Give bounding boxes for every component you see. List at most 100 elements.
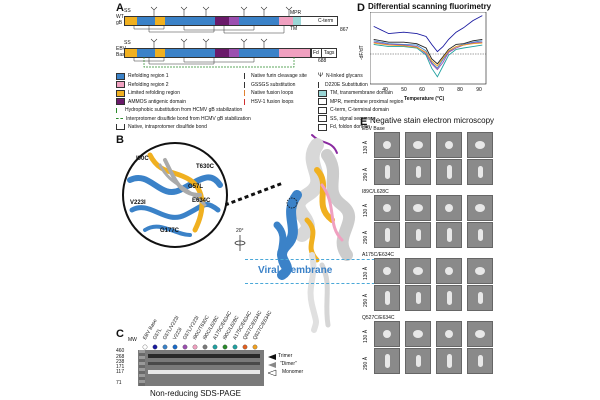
nsem-particle [384, 228, 390, 242]
dsf-series-line [373, 43, 483, 78]
nsem-class-average [405, 348, 431, 374]
gel-image [138, 350, 264, 386]
nsem-particle [384, 165, 390, 179]
legend-item: AMMOS antigenic domain [116, 98, 266, 107]
legend-label: Hydrophobic substitution from HCMV gB st… [125, 107, 243, 114]
nsem-group-label: Q527C/E634C [362, 315, 395, 321]
legend-label: N-linked glycans [326, 73, 363, 80]
rotation-label: 20° [236, 228, 244, 234]
ebv-glycan-marks [150, 38, 268, 48]
legend-item: SS, signal sequence [318, 115, 428, 124]
residue-label-t630c: T630C [196, 164, 215, 170]
lane-dots [142, 344, 258, 350]
legend-label: MPR, membrane proximal region [330, 98, 404, 105]
nsem-particle [446, 228, 452, 242]
ebv-label-1: EBV [116, 46, 127, 52]
nsem-particle [475, 141, 485, 149]
nsem-grid: EBV Base 130 Å 290 Å I89C/L628C 130 Å 290 Å A1… [362, 126, 498, 398]
ebv-tags-label: Tags [323, 50, 335, 56]
nsem-class-average [405, 285, 431, 311]
ebv-fd-label: Fd [311, 49, 322, 57]
nsem-class-average [374, 195, 400, 221]
dsf-title: Differential scanning fluorimetry [368, 2, 492, 11]
wt-end-label: 867 [340, 27, 349, 33]
nsem-particle [477, 166, 483, 178]
nsem-row-label: 130 Å [363, 266, 369, 280]
dsf-series-group [373, 15, 483, 78]
wt-tm-label: TM [290, 26, 298, 32]
zoom-connector [225, 181, 284, 207]
nsem-row-label: 130 Å [363, 203, 369, 217]
dsf-ylabel: -dF/dT [359, 45, 365, 60]
legend-label: GSSGS substitution [251, 81, 296, 88]
panel-e-letter: E [360, 116, 368, 128]
nsem-row-label: 290 Å [363, 167, 369, 181]
nsem-class-average [467, 222, 493, 248]
nsem-class-average [374, 285, 400, 311]
nsem-class-average [436, 258, 462, 284]
nsem-particle [384, 354, 390, 368]
ebv-end-label: 688 [318, 58, 327, 64]
dsf-x-axis: 40 50 60 70 80 90 [382, 87, 482, 93]
legend-label: Refolding region 2 [128, 81, 169, 88]
ebv-fd-tags: Fd Tags [310, 48, 338, 58]
legend-item: GSSGS substitution [244, 81, 334, 90]
panel-d-letter: D [357, 2, 365, 14]
nsem-class-average [436, 159, 462, 185]
legend-label: Interprotomer disulfide bond from HCMV g… [126, 115, 251, 122]
nsem-particle [413, 330, 423, 338]
legend-label: Refolding region 1 [128, 73, 169, 80]
nsem-particle [445, 267, 453, 275]
legend-swatch [116, 81, 125, 89]
protein-structure [273, 134, 356, 333]
mw-marker: 268 [116, 354, 125, 360]
nsem-class-average [436, 321, 462, 347]
residue-label-e634c: E634C [192, 198, 211, 204]
nsem-class-average [436, 132, 462, 158]
dsf-plot-frame [370, 12, 487, 85]
wt-cterm-label: C-term [318, 18, 334, 24]
gel-arrows [267, 354, 277, 376]
dsf-xtick: 80 [457, 87, 463, 93]
nsem-particle [415, 166, 421, 178]
legend-left: Refolding region 1 Refolding region 2 Li… [116, 72, 266, 132]
nsem-class-average [467, 321, 493, 347]
legend-label: Limited refolding region [128, 90, 180, 97]
wt-label-2: gB [116, 20, 123, 26]
viral-membrane-top [245, 259, 385, 260]
wt-label-1: WT [116, 14, 124, 20]
dsf-series-line [373, 15, 483, 53]
nsem-particle [383, 204, 391, 212]
nsem-particle [384, 291, 390, 305]
dsf-series-line [373, 42, 483, 67]
nsem-particle [477, 292, 483, 304]
legend-swatch [116, 98, 125, 106]
legend-item: Refolding region 2 [116, 81, 266, 90]
nsem-group-label: I89C/L628C [362, 189, 389, 195]
nsem-row-label: 290 Å [363, 230, 369, 244]
nsem-group-label: EBV Base [362, 126, 385, 132]
nsem-class-average [405, 321, 431, 347]
mw-marker: 460 [116, 348, 125, 354]
wt-disulfide-brackets [133, 25, 285, 34]
nsem-class-average [405, 258, 431, 284]
nsem-class-average [374, 258, 400, 284]
mw-marker: 171 [116, 364, 125, 370]
nsem-class-average [374, 159, 400, 185]
nsem-class-average [405, 222, 431, 248]
legend-item: Limited refolding region [116, 89, 266, 98]
nsem-particle [415, 229, 421, 241]
residue-label-i90c: I90C [136, 156, 149, 162]
nsem-row-label: 290 Å [363, 293, 369, 307]
dsf-series-line [373, 38, 483, 65]
legend-label: Native, intraprotomer disulfide bond [128, 124, 207, 131]
nsem-particle [445, 141, 453, 149]
nsem-particle [477, 355, 483, 367]
legend-item: Native, intraprotomer disulfide bond [116, 123, 266, 132]
mw-marker: 117 [116, 369, 124, 375]
dsf-xtick: 90 [476, 87, 482, 93]
nsem-class-average [467, 132, 493, 158]
gel-monomer-band [148, 370, 260, 374]
nsem-particle [415, 292, 421, 304]
residue-label-g57l: G57L [188, 184, 204, 190]
